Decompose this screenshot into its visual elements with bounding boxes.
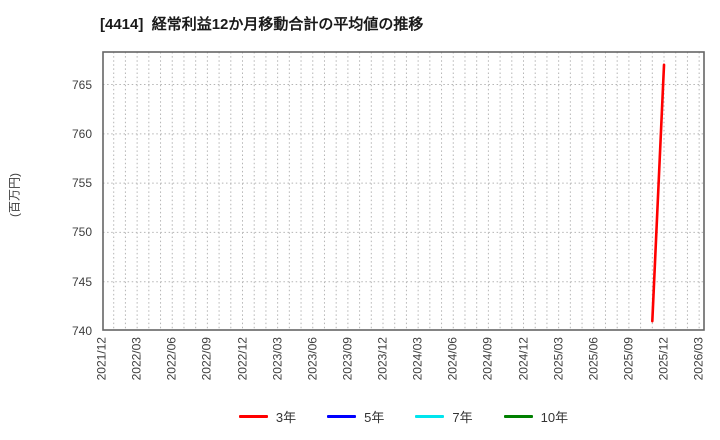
legend-item-10y: 10年 (503, 407, 569, 426)
y-tick-label: 740 (71, 324, 92, 338)
y-tick-label: 745 (71, 274, 92, 289)
y-axis-title: (百万円) (7, 173, 22, 217)
series-line-3y (651, 63, 666, 323)
chart-title: [4414] 経常利益12か月移動合計の平均値の推移 (100, 16, 424, 33)
legend-swatch-7y (415, 414, 445, 418)
x-tick-label: 2024/09 (480, 337, 495, 381)
x-tick-label: 2025/09 (621, 337, 636, 381)
plot-border (102, 51, 705, 331)
x-tick-label: 2022/03 (129, 337, 144, 381)
y-tick-label: 765 (71, 77, 92, 92)
x-tick-label: 2024/12 (516, 337, 530, 381)
legend-label-7y: 7年 (452, 409, 473, 425)
x-tick-label: 2021/12 (94, 337, 109, 381)
legend-item-5y: 5年 (327, 407, 384, 426)
legend-item-7y: 7年 (415, 407, 473, 426)
y-tick-label: 755 (71, 176, 92, 191)
legend-label-3y: 3年 (275, 409, 297, 425)
x-tick-label: 2022/09 (199, 337, 214, 381)
x-tick-label: 2026/03 (691, 337, 706, 381)
legend-item-3y: 3年 (238, 407, 297, 426)
legend-swatch-10y (503, 414, 533, 418)
x-tick-label: 2024/03 (410, 337, 425, 381)
legend-label-5y: 5年 (364, 409, 385, 425)
x-tick-label: 2023/03 (270, 337, 285, 381)
y-tick-label: 760 (71, 126, 92, 141)
x-tick-label: 2025/12 (656, 337, 671, 381)
y-tick-label: 750 (71, 225, 92, 240)
x-tick-label: 2024/06 (445, 337, 460, 381)
x-tick-label: 2023/12 (375, 337, 390, 381)
legend-swatch-3y (238, 414, 268, 418)
legend-label-10y: 10年 (540, 409, 569, 425)
x-tick-label: 2022/12 (235, 337, 249, 381)
x-tick-label: 2022/06 (164, 337, 179, 381)
x-tick-label: 2023/06 (305, 337, 320, 381)
x-tick-label: 2025/06 (586, 337, 601, 381)
legend: 3年 5年 7年 10年 (102, 404, 705, 428)
legend-swatch-5y (327, 414, 357, 418)
x-tick-label: 2025/03 (551, 337, 566, 381)
x-tick-label: 2023/09 (340, 337, 355, 381)
plot-area (102, 51, 705, 331)
